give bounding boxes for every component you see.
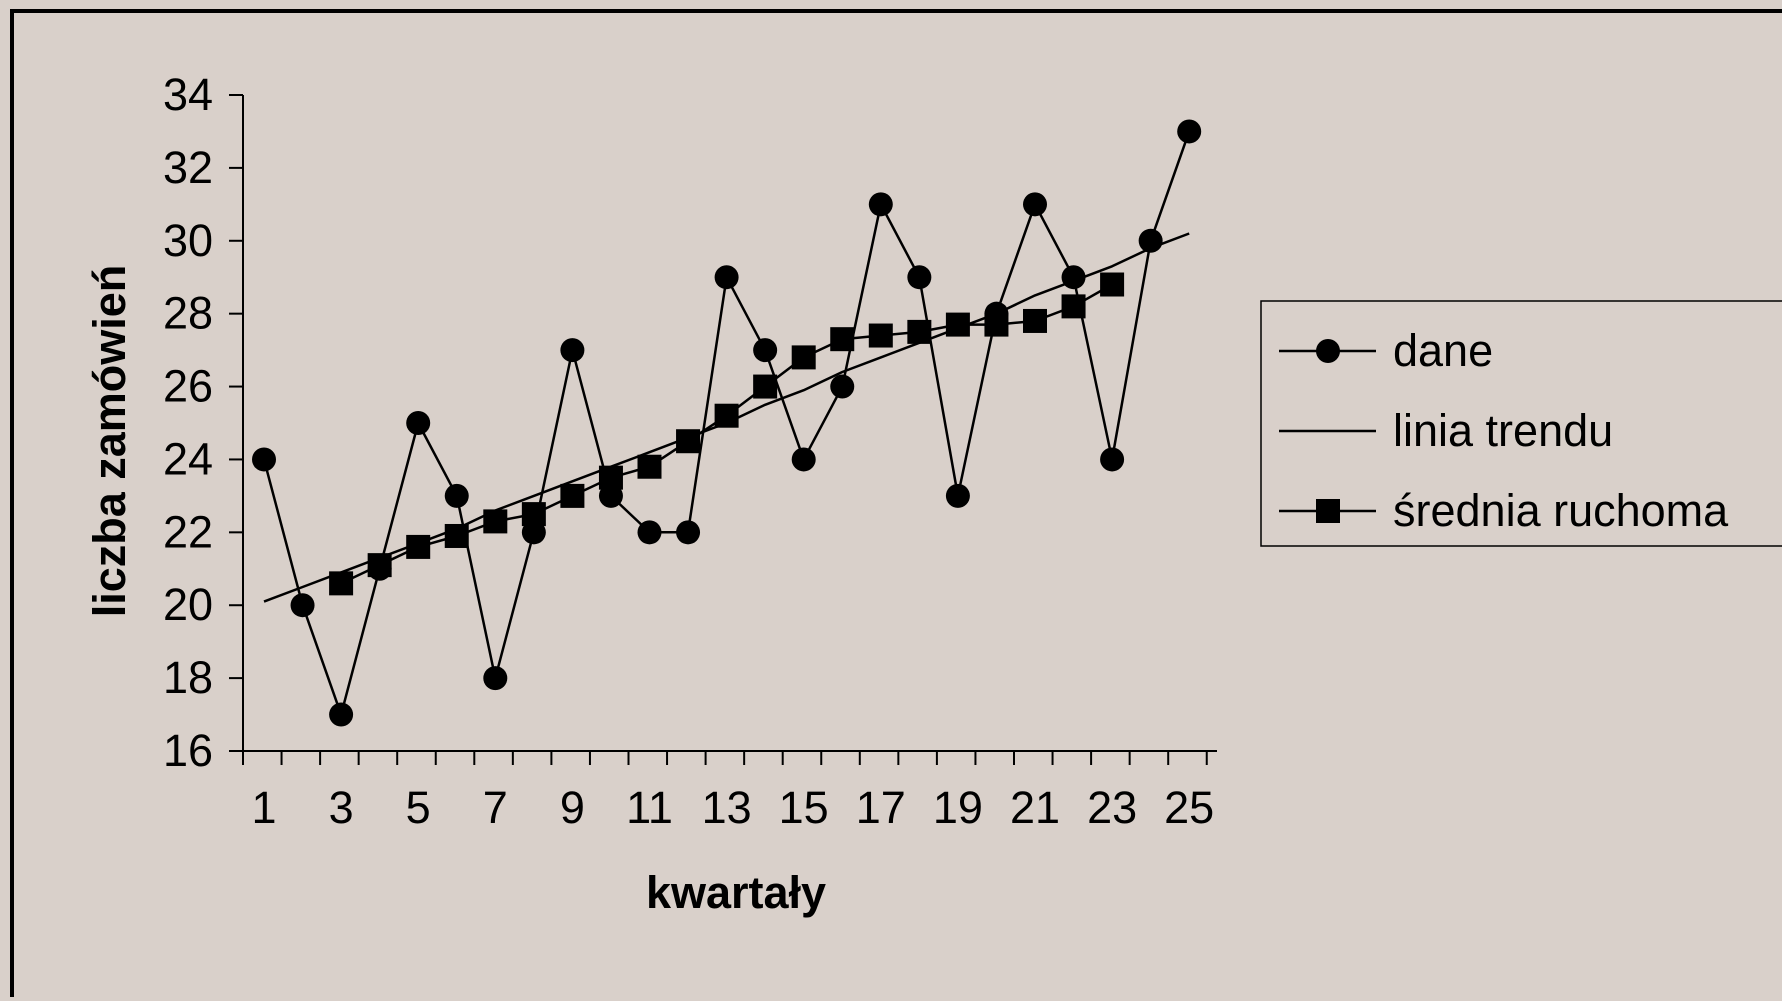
y-tick-label: 24 bbox=[163, 433, 213, 484]
legend: dane linia trendu średnia ruchoma bbox=[1260, 300, 1782, 547]
data-point-circle bbox=[444, 483, 469, 508]
data-point-square bbox=[1023, 308, 1047, 333]
chart-area: 16 18 20 22 24 26 28 30 32 34 1 3 5 7 9 11 13 15 17 19 21 23 2… bbox=[10, 9, 1782, 997]
data-point-square bbox=[637, 454, 662, 479]
data-point-square bbox=[598, 465, 623, 490]
data-point-circle bbox=[1023, 192, 1047, 217]
data-point-circle bbox=[521, 520, 546, 545]
y-axis-title: liczba zamówień bbox=[84, 265, 135, 618]
x-tick-label: 19 bbox=[933, 782, 983, 833]
x-tick-label: 23 bbox=[1087, 782, 1137, 833]
data-point-circle bbox=[483, 666, 508, 691]
y-tick-label: 20 bbox=[163, 579, 213, 630]
data-point-square bbox=[483, 509, 508, 534]
y-tick-label: 16 bbox=[163, 725, 213, 776]
data-point-square bbox=[560, 483, 585, 508]
data-point-circle bbox=[329, 702, 354, 727]
legend-marker-square bbox=[1316, 499, 1340, 523]
x-tick-label: 9 bbox=[560, 782, 585, 833]
x-axis-title: kwartały bbox=[646, 867, 826, 918]
data-point-circle bbox=[598, 483, 623, 508]
y-tick-label: 26 bbox=[163, 361, 213, 412]
data-point-square bbox=[753, 374, 778, 399]
data-point-square bbox=[984, 312, 1009, 337]
data-point-circle bbox=[637, 520, 662, 545]
data-point-circle bbox=[907, 265, 932, 290]
data-point-square bbox=[907, 319, 932, 344]
data-point-square bbox=[367, 553, 392, 578]
data-point-square bbox=[406, 534, 431, 559]
data-point-square bbox=[868, 323, 893, 348]
data-point-circle bbox=[560, 338, 585, 363]
y-tick-label: 28 bbox=[163, 288, 213, 339]
y-tick-label: 30 bbox=[163, 215, 213, 266]
data-point-square bbox=[1061, 294, 1086, 319]
x-tick-label: 5 bbox=[406, 782, 431, 833]
data-point-circle bbox=[945, 483, 970, 508]
x-tick-label: 11 bbox=[626, 782, 673, 833]
data-point-circle bbox=[252, 447, 276, 472]
x-tick-label: 15 bbox=[779, 782, 829, 833]
x-tick-label: 21 bbox=[1010, 782, 1060, 833]
data-point-circle bbox=[676, 520, 701, 545]
legend-label: dane bbox=[1393, 325, 1493, 376]
data-point-square bbox=[444, 523, 469, 548]
x-tick-label: 17 bbox=[856, 782, 906, 833]
data-point-square bbox=[521, 502, 546, 527]
data-point-circle bbox=[830, 374, 855, 399]
data-point-square bbox=[714, 403, 739, 428]
x-tick-label: 13 bbox=[702, 782, 752, 833]
x-tick-label: 3 bbox=[329, 782, 354, 833]
data-point-square bbox=[329, 571, 354, 596]
data-point-square bbox=[830, 327, 855, 352]
data-point-circle bbox=[1177, 119, 1202, 144]
data-point-circle bbox=[290, 593, 315, 618]
x-tick-label: 1 bbox=[251, 782, 276, 833]
y-tick-label: 34 bbox=[163, 69, 213, 120]
legend-box bbox=[1260, 300, 1782, 547]
data-point-square bbox=[676, 429, 701, 454]
x-tick-label: 25 bbox=[1164, 782, 1214, 833]
data-point-square bbox=[945, 312, 970, 337]
data-point-square bbox=[791, 345, 816, 370]
data-point-circle bbox=[406, 411, 431, 435]
data-point-circle bbox=[1100, 447, 1125, 472]
data-point-circle bbox=[753, 338, 778, 363]
data-point-circle bbox=[714, 265, 739, 290]
y-tick-label: 18 bbox=[163, 652, 213, 703]
legend-label: średnia ruchoma bbox=[1393, 485, 1729, 536]
legend-label: linia trendu bbox=[1393, 405, 1613, 456]
y-tick-label: 22 bbox=[163, 506, 213, 557]
data-point-circle bbox=[868, 192, 893, 217]
y-tick-label: 32 bbox=[163, 142, 213, 193]
data-point-circle bbox=[791, 447, 816, 472]
legend-marker-circle bbox=[1316, 339, 1340, 363]
data-point-square bbox=[1100, 272, 1125, 297]
x-tick-label: 7 bbox=[483, 782, 508, 833]
